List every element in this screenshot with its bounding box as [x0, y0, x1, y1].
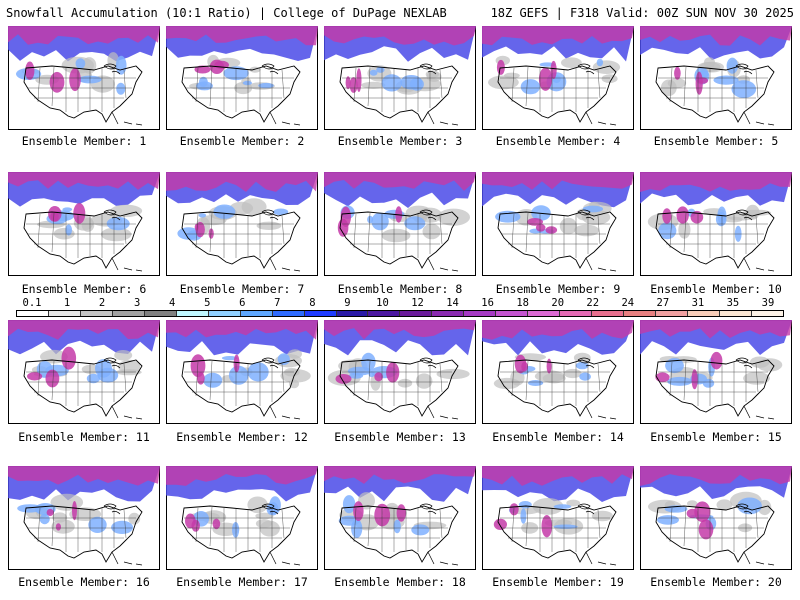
colorbar-tick-label: 14 [446, 297, 459, 309]
ensemble-member-map-12 [166, 320, 318, 424]
ensemble-member-label: Ensemble Member: 9 [495, 282, 621, 296]
ensemble-member-label: Ensemble Member: 1 [21, 134, 147, 148]
colorbar-segment [719, 311, 752, 316]
colorbar-segment [688, 311, 720, 316]
ensemble-member-label: Ensemble Member: 6 [21, 282, 147, 296]
ensemble-member-map-10 [640, 172, 792, 276]
ensemble-member-map-2 [166, 26, 318, 130]
colorbar-tick-label: 7 [274, 297, 281, 309]
ensemble-member-label: Ensemble Member: 10 [650, 282, 782, 296]
ensemble-member-label: Ensemble Member: 2 [179, 134, 305, 148]
colorbar-labels: 0.1 1 2 3 4 5 6 7 8 9 10 12 14 16 18 20 22 24 27 31 35 39 [16, 297, 784, 309]
ensemble-member-map-4 [482, 26, 634, 130]
colorbar-tick-label: 5 [204, 297, 211, 309]
colorbar-segment [17, 311, 49, 316]
colorbar-tick-label: 20 [551, 297, 565, 309]
colorbar-tick-label: 31 [691, 297, 705, 309]
colorbar-tick-label: 6 [239, 297, 246, 309]
colorbar-segment [368, 311, 401, 316]
colorbar-tick-label: 22 [586, 297, 600, 309]
colorbar-tick-label: 3 [133, 297, 141, 309]
colorbar-segment [112, 311, 145, 316]
colorbar-segment [656, 311, 689, 316]
ensemble-member-map-7 [166, 172, 318, 276]
ensemble-member-label: Ensemble Member: 20 [650, 575, 782, 589]
ensemble-member-map-3 [324, 26, 476, 130]
ensemble-member-label: Ensemble Member: 7 [179, 282, 305, 296]
ensemble-member-label: Ensemble Member: 13 [334, 430, 466, 444]
colorbar-tick-label: 1 [63, 297, 71, 309]
ensemble-member-map-13 [324, 320, 476, 424]
colorbar-segment [80, 311, 113, 316]
ensemble-member-map-16 [8, 466, 160, 570]
colorbar-segment [496, 311, 529, 316]
colorbar-tick-label: 24 [621, 297, 635, 309]
colorbar-segment [432, 311, 465, 316]
ensemble-member-map-17 [166, 466, 318, 570]
ensemble-member-map-20 [640, 466, 792, 570]
colorbar-tick-label: 16 [481, 297, 494, 309]
colorbar-tick-label: 0.1 [22, 297, 42, 309]
colorbar-tick-label: 10 [376, 297, 389, 309]
colorbar-segment [624, 311, 657, 316]
ensemble-member-label: Ensemble Member: 17 [176, 575, 308, 589]
ensemble-member-label: Ensemble Member: 18 [334, 575, 466, 589]
ensemble-member-map-6 [8, 172, 160, 276]
colorbar-tick-label: 27 [656, 297, 670, 309]
ensemble-member-map-14 [482, 320, 634, 424]
colorbar-segment [304, 311, 337, 316]
colorbar-tick-label: 35 [726, 297, 740, 309]
ensemble-member-label: Ensemble Member: 11 [18, 430, 150, 444]
colorbar-segment [528, 311, 561, 316]
snowfall-colorbar [16, 310, 784, 317]
colorbar-tick-label: 18 [516, 297, 529, 309]
colorbar-segment [560, 311, 593, 316]
colorbar-segment [272, 311, 305, 316]
colorbar-segment [144, 311, 177, 316]
colorbar-segment [240, 311, 273, 316]
colorbar-segment [592, 311, 625, 316]
ensemble-member-label: Ensemble Member: 12 [176, 430, 308, 444]
map-header-title: Snowfall Accumulation (10:1 Ratio) | Col… [6, 6, 447, 20]
ensemble-member-map-11 [8, 320, 160, 424]
colorbar-segment [176, 311, 209, 316]
colorbar-tick-label: 8 [309, 297, 316, 309]
colorbar-segment [400, 311, 433, 316]
model-run-label: 18Z GEFS | F318 Valid: 00Z SUN NOV 30 20… [490, 6, 794, 20]
ensemble-member-label: Ensemble Member: 14 [492, 430, 624, 444]
colorbar-tick-label: 4 [169, 297, 176, 309]
colorbar-tick-label: 2 [98, 297, 106, 309]
ensemble-member-map-1 [8, 26, 160, 130]
colorbar-tick-label: 39 [761, 297, 775, 309]
colorbar-segment [336, 311, 369, 316]
ensemble-member-map-19 [482, 466, 634, 570]
colorbar-segment [751, 311, 783, 316]
ensemble-member-label: Ensemble Member: 5 [653, 134, 779, 148]
ensemble-member-label: Ensemble Member: 19 [492, 575, 624, 589]
colorbar-segment [48, 311, 81, 316]
colorbar-segment [208, 311, 241, 316]
ensemble-member-map-8 [324, 172, 476, 276]
colorbar-tick-label: 9 [344, 297, 351, 309]
ensemble-member-label: Ensemble Member: 15 [650, 430, 782, 444]
ensemble-member-map-5 [640, 26, 792, 130]
ensemble-member-map-18 [324, 466, 476, 570]
ensemble-member-map-15 [640, 320, 792, 424]
ensemble-member-map-9 [482, 172, 634, 276]
ensemble-member-label: Ensemble Member: 8 [337, 282, 463, 296]
ensemble-member-label: Ensemble Member: 4 [495, 134, 621, 148]
colorbar-segment [464, 311, 497, 316]
ensemble-member-label: Ensemble Member: 16 [18, 575, 150, 589]
colorbar-tick-label: 12 [411, 297, 424, 309]
ensemble-member-label: Ensemble Member: 3 [337, 134, 463, 148]
